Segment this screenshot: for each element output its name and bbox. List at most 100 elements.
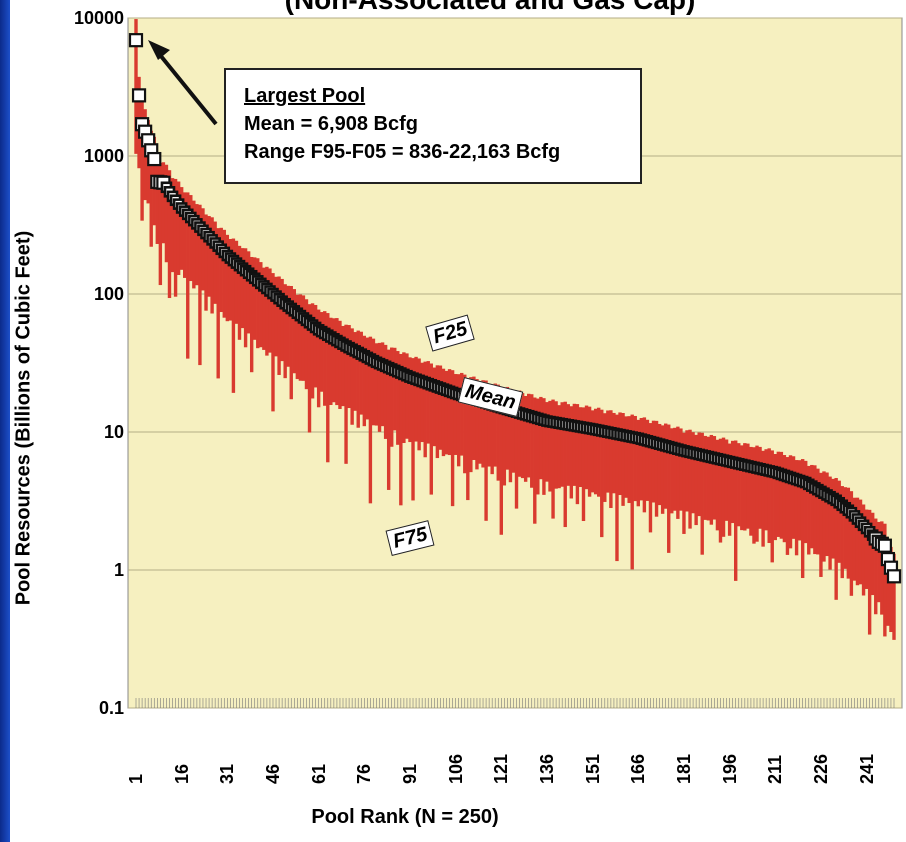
f25-bar [210,217,214,240]
f25-bar [764,449,768,471]
largest-pool-arrow [148,40,218,126]
f25-bar [791,456,796,479]
f25-bar [536,398,540,419]
f75-bar [654,443,659,517]
f25-bar [810,464,814,487]
f75-bar [402,374,406,443]
f75-bar [329,337,333,405]
f75-bar [682,450,686,534]
f75-bar [530,416,534,488]
f75-bar [794,479,799,556]
f25-bar [204,214,208,234]
f75-bar [700,455,704,555]
f75-bar [673,448,677,511]
f25-bar [429,363,433,385]
f25-bar [456,374,461,395]
f75-bar [353,350,357,411]
f75-bar [161,182,166,244]
f75-bar [499,407,504,535]
f75-bar [313,327,318,388]
f25-bar [770,450,774,472]
f75-bar [819,491,823,577]
f25-bar [651,420,656,443]
f25-bar [240,248,245,269]
f25-bar [639,417,644,440]
f25-bar [539,396,543,420]
f25-bar [630,414,634,438]
f25-bar [323,311,327,334]
f25-bar [365,337,370,358]
f75-bar [155,181,160,244]
f75-bar [487,403,491,467]
f25-bar [237,245,242,266]
f75-bar [237,265,242,340]
f75-bar [265,288,269,356]
f25-bar [724,439,729,461]
f25-bar [393,347,397,371]
f75-bar [621,435,625,506]
f25-bar [603,413,607,432]
f75-bar [484,402,488,521]
f75-bar [679,450,683,511]
f25-bar [858,499,863,523]
f25-bar [566,404,570,425]
f75-bar [380,364,385,427]
f25-bar [219,227,223,250]
f25-bar [685,430,689,452]
f25-bar [274,276,278,297]
y-tick-label: 10000 [73,8,124,28]
f25-bar [679,428,683,451]
f75-bar [676,449,680,519]
y-tick-label: 1000 [83,146,124,166]
f75-bar [600,430,604,538]
f25-bar [752,447,756,468]
f75-bar [466,397,470,501]
f25-bar [359,331,363,355]
f25-bar [249,256,254,276]
f25-bar [691,432,695,454]
f25-bar [663,423,668,446]
largest-pool-callout: Largest Pool Mean = 6,908 Bcfg Range F95… [224,68,642,184]
f75-bar [542,420,546,495]
f75-bar [852,515,857,581]
f25-bar [773,454,777,473]
f75-bar [767,470,771,544]
f25-bar [176,181,181,205]
f25-bar [560,402,564,424]
f25-bar [353,332,357,351]
f75-bar [152,159,156,226]
f75-bar [746,465,750,529]
callout-mean: Mean = 6,908 Bcfg [244,113,418,135]
f75-bar [737,463,741,527]
f25-bar [822,471,826,494]
f25-bar [758,446,762,469]
f25-bar [350,328,354,350]
f25-bar [721,437,726,461]
f75-bar [800,481,805,579]
f75-bar [776,473,781,537]
f25-bar [268,268,272,292]
f75-bar [222,252,226,318]
f75-bar [262,285,266,350]
f75-bar [316,329,321,408]
f75-bar [447,391,452,456]
f25-bar [755,445,759,469]
f25-bar [432,367,437,386]
f25-bar [606,410,610,433]
f75-bar [593,429,598,495]
f25-bar [740,445,744,465]
f25-bar [834,477,838,501]
f25-bar [304,299,309,321]
f75-bar [210,239,214,314]
f25-bar [362,335,367,356]
f25-bar [526,393,531,416]
f25-bar [779,451,784,475]
f75-bar [219,249,223,313]
f25-bar [319,312,324,332]
f75-bar [560,423,564,487]
f75-bar [590,429,595,493]
f25-bar [572,403,577,426]
f75-bar [639,439,644,501]
f75-bar [259,283,263,348]
f75-bar [554,422,558,489]
